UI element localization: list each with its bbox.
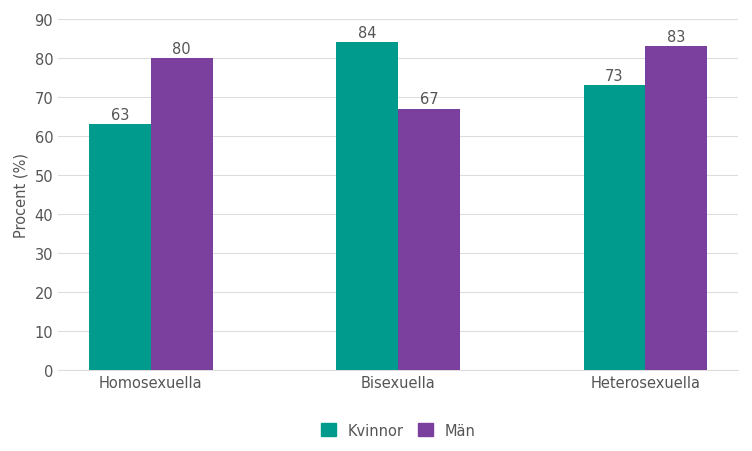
Bar <box>645 47 707 370</box>
Bar <box>89 125 151 370</box>
Text: 73: 73 <box>605 69 623 83</box>
Text: 84: 84 <box>358 26 377 41</box>
Y-axis label: Procent (%): Procent (%) <box>14 152 29 237</box>
Text: 83: 83 <box>667 30 686 45</box>
Text: 63: 63 <box>111 107 129 123</box>
Legend: Kvinnor, Män: Kvinnor, Män <box>321 423 475 437</box>
Bar <box>584 86 645 370</box>
Text: 67: 67 <box>420 92 438 107</box>
Text: 80: 80 <box>172 41 191 56</box>
Bar <box>336 43 398 370</box>
Bar <box>398 109 460 370</box>
Bar <box>151 59 213 370</box>
